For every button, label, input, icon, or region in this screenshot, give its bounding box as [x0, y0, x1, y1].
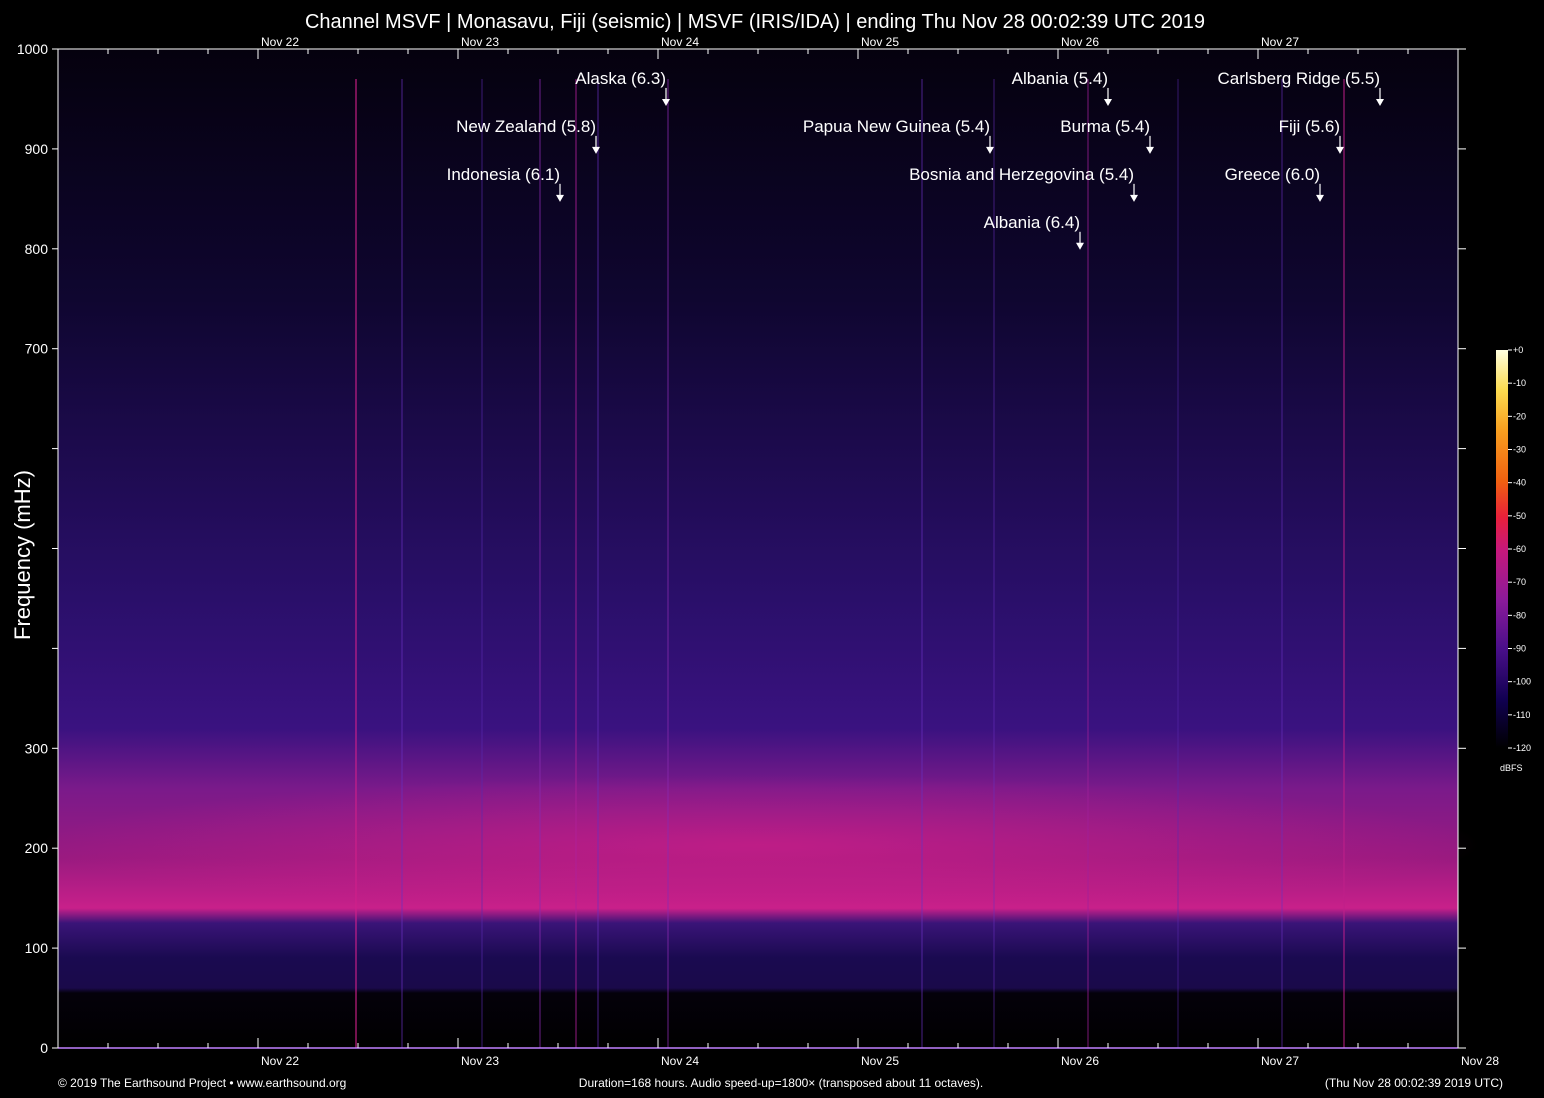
x-tick-label: Nov 24: [661, 1054, 699, 1068]
colorbar-tick-label: -60: [1513, 544, 1526, 554]
event-arrow-head: [1376, 98, 1384, 106]
colorbar-tick-label: -40: [1513, 478, 1526, 488]
event-label: New Zealand (5.8): [456, 117, 596, 136]
event-label: Bosnia and Herzegovina (5.4): [909, 165, 1134, 184]
event-label: Carlsberg Ridge (5.5): [1217, 69, 1380, 88]
x-tick-label: Nov 26: [1061, 1054, 1099, 1068]
event-arrow-head: [986, 146, 994, 154]
event-annotation: Carlsberg Ridge (5.5): [1217, 69, 1384, 106]
footer-left: © 2019 The Earthsound Project • www.eart…: [58, 1076, 346, 1090]
event-annotation: Fiji (5.6): [1279, 117, 1344, 154]
microseism-band-glow: [40, 775, 1480, 915]
colorbar-tick-label: -20: [1513, 411, 1526, 421]
event-annotation: Albania (6.4): [984, 213, 1084, 250]
y-tick-label: 300: [25, 740, 49, 756]
event-arrow-head: [1104, 98, 1112, 106]
colorbar-tick-label: -80: [1513, 610, 1526, 620]
colorbar-ticks: +0 -10 -20 -30 -40 -50 -60 -70 -80 -90 -100 -110 -12…: [1508, 345, 1531, 753]
event-label: Albania (6.4): [984, 213, 1080, 232]
chart-title: Channel MSVF | Monasavu, Fiji (seismic) …: [305, 11, 1205, 33]
event-arrow-head: [1316, 194, 1324, 202]
event-label: Indonesia (6.1): [447, 165, 560, 184]
x-tick-label-top: Nov 27: [1261, 35, 1299, 49]
colorbar-tick-label: -100: [1513, 677, 1531, 687]
x-tick-label-top: Nov 26: [1061, 35, 1099, 49]
x-axis: Nov 22 Nov 22 Nov 23 Nov 23 Nov 24 Nov 24 Nov …: [57, 35, 1499, 1068]
y-tick-label: 0: [40, 1040, 48, 1056]
colorbar-gradient: [1496, 350, 1508, 748]
y-tick-label: 100: [25, 940, 49, 956]
event-arrow-head: [592, 146, 600, 154]
colorbar-tick-label: -50: [1513, 511, 1526, 521]
colorbar-tick-label: -110: [1513, 710, 1530, 720]
event-streaks: [355, 79, 1345, 1048]
event-label: Papua New Guinea (5.4): [803, 117, 990, 136]
y-axis-label: Frequency (mHz): [10, 470, 35, 640]
colorbar-tick-label: -120: [1513, 743, 1531, 753]
y-tick-label: 200: [25, 840, 49, 856]
event-annotation: Albania (5.4): [1012, 69, 1112, 106]
x-tick-label-top: Nov 22: [261, 35, 299, 49]
colorbar-tick-label: +0: [1513, 345, 1523, 355]
y-tick-label: 800: [25, 241, 49, 257]
x-tick-label: Nov 27: [1261, 1054, 1299, 1068]
event-label: Burma (5.4): [1060, 117, 1150, 136]
event-annotations: Alaska (6.3) New Zealand (5.8) Indonesia (…: [447, 69, 1384, 250]
colorbar-tick-label: -90: [1513, 644, 1526, 654]
colorbar-tick-label: -70: [1513, 577, 1526, 587]
event-arrow-head: [556, 194, 564, 202]
event-annotation: New Zealand (5.8): [456, 117, 600, 154]
event-arrow-head: [1336, 146, 1344, 154]
event-arrow-head: [1130, 194, 1138, 202]
footer-right: (Thu Nov 28 00:02:39 2019 UTC): [1325, 1076, 1503, 1090]
colorbar-tick-label: -10: [1513, 378, 1526, 388]
event-annotation: Alaska (6.3): [575, 69, 670, 106]
event-annotation: Papua New Guinea (5.4): [803, 117, 994, 154]
event-label: Greece (6.0): [1225, 165, 1320, 184]
x-tick-label: Nov 25: [861, 1054, 899, 1068]
colorbar: +0 -10 -20 -30 -40 -50 -60 -70 -80 -90 -100 -110 -12…: [1496, 345, 1531, 773]
footer-center: Duration=168 hours. Audio speed-up=1800×…: [579, 1076, 983, 1090]
event-arrow-head: [1146, 146, 1154, 154]
x-tick-label-top: Nov 25: [861, 35, 899, 49]
x-tick-label: Nov 23: [461, 1054, 499, 1068]
event-label: Alaska (6.3): [575, 69, 666, 88]
x-tick-label-top: Nov 24: [661, 35, 699, 49]
event-label: Albania (5.4): [1012, 69, 1108, 88]
event-annotation: Indonesia (6.1): [447, 165, 564, 202]
colorbar-tick-label: -30: [1513, 445, 1526, 455]
y-tick-label: 900: [25, 141, 49, 157]
plot-area: [40, 49, 1480, 1048]
y-tick-label: 1000: [17, 41, 48, 57]
event-arrow-head: [1076, 242, 1084, 250]
event-annotation: Burma (5.4): [1060, 117, 1154, 154]
x-tick-label: Nov 28: [1461, 1054, 1499, 1068]
colorbar-unit: dBFS: [1500, 763, 1523, 773]
event-arrow-head: [662, 98, 670, 106]
y-tick-label: 700: [25, 341, 49, 357]
event-annotation: Greece (6.0): [1225, 165, 1324, 202]
x-tick-label: Nov 22: [261, 1054, 299, 1068]
x-tick-label-top: Nov 23: [461, 35, 499, 49]
event-label: Fiji (5.6): [1279, 117, 1340, 136]
event-annotation: Bosnia and Herzegovina (5.4): [909, 165, 1138, 202]
